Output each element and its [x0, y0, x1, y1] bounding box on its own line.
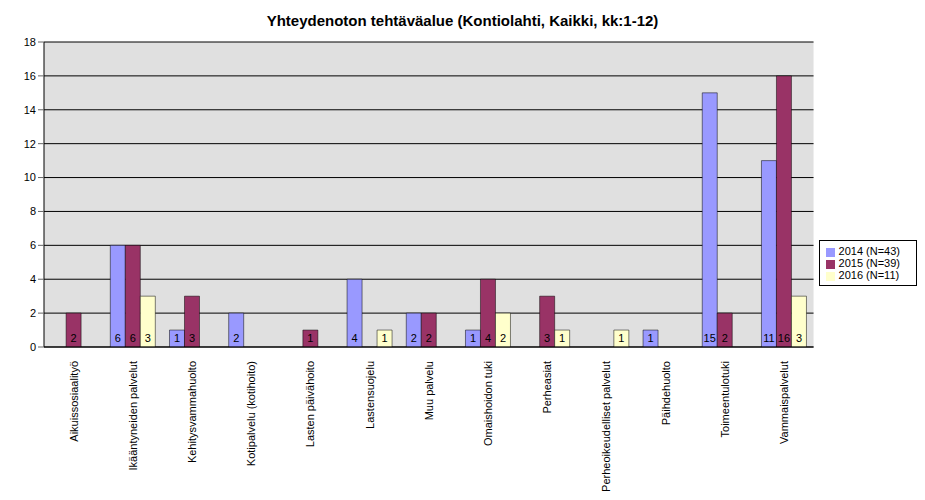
- svg-text:6: 6: [30, 239, 36, 251]
- svg-text:2: 2: [71, 332, 77, 344]
- svg-text:14: 14: [24, 104, 36, 116]
- svg-text:1: 1: [382, 332, 388, 344]
- svg-text:3: 3: [544, 332, 550, 344]
- svg-text:1: 1: [470, 332, 476, 344]
- svg-text:Aikuissosiaalityö: Aikuissosiaalityö: [68, 361, 80, 442]
- svg-text:10: 10: [24, 171, 36, 183]
- svg-text:Omaishoidon tuki: Omaishoidon tuki: [482, 361, 494, 446]
- svg-text:Toimeentulotuki: Toimeentulotuki: [719, 361, 731, 437]
- svg-text:Lasten päivähoito: Lasten päivähoito: [304, 361, 316, 447]
- svg-text:Muu palvelu: Muu palvelu: [423, 361, 435, 420]
- svg-text:11: 11: [763, 332, 774, 344]
- html-text:2014 (N=43): 2014 (N=43): [838, 245, 900, 257]
- svg-text:8: 8: [30, 205, 36, 217]
- svg-text:Kehitysvammahuolto: Kehitysvammahuolto: [186, 361, 198, 463]
- svg-text:16: 16: [778, 332, 790, 344]
- svg-text:2: 2: [30, 307, 36, 319]
- svg-text:2: 2: [500, 332, 506, 344]
- svg-text:1: 1: [174, 332, 180, 344]
- svg-text:2: 2: [722, 332, 728, 344]
- svg-text:Perheoikeudelliset palvelut: Perheoikeudelliset palvelut: [600, 361, 612, 492]
- svg-text:1: 1: [559, 332, 565, 344]
- svg-text:15: 15: [704, 332, 716, 344]
- svg-text:1: 1: [647, 332, 653, 344]
- svg-text:4: 4: [352, 332, 358, 344]
- svg-text:18: 18: [24, 36, 36, 48]
- svg-text:3: 3: [189, 332, 195, 344]
- svg-text:4: 4: [485, 332, 491, 344]
- svg-text:Vammaispalvelut: Vammaispalvelut: [778, 361, 790, 444]
- svg-text:3: 3: [796, 332, 802, 344]
- html-text:Yhteydenoton tehtäväalue (Kont: Yhteydenoton tehtäväalue (Kontiolahti, K…: [266, 12, 659, 29]
- html-text:2015 (N=39): 2015 (N=39): [838, 257, 900, 269]
- svg-text:4: 4: [30, 273, 36, 285]
- svg-text:1: 1: [618, 332, 624, 344]
- svg-text:2: 2: [233, 332, 239, 344]
- svg-text:1: 1: [307, 332, 313, 344]
- svg-text:Ikääntyneiden palvelut: Ikääntyneiden palvelut: [127, 361, 139, 470]
- svg-text:2: 2: [411, 332, 417, 344]
- svg-text:6: 6: [115, 332, 121, 344]
- html-text:2016 (N=11): 2016 (N=11): [838, 269, 900, 281]
- svg-text:12: 12: [24, 138, 36, 150]
- svg-text:0: 0: [30, 341, 36, 353]
- svg-text:Perheasiat: Perheasiat: [541, 361, 553, 414]
- svg-text:6: 6: [130, 332, 136, 344]
- svg-text:16: 16: [24, 70, 36, 82]
- svg-text:Lastensuojelu: Lastensuojelu: [364, 361, 376, 429]
- svg-text:Päihdehuolto: Päihdehuolto: [660, 361, 672, 425]
- svg-text:2: 2: [426, 332, 432, 344]
- svg-text:3: 3: [145, 332, 151, 344]
- svg-text:Kotipalvelu (kotihoito): Kotipalvelu (kotihoito): [245, 361, 257, 466]
